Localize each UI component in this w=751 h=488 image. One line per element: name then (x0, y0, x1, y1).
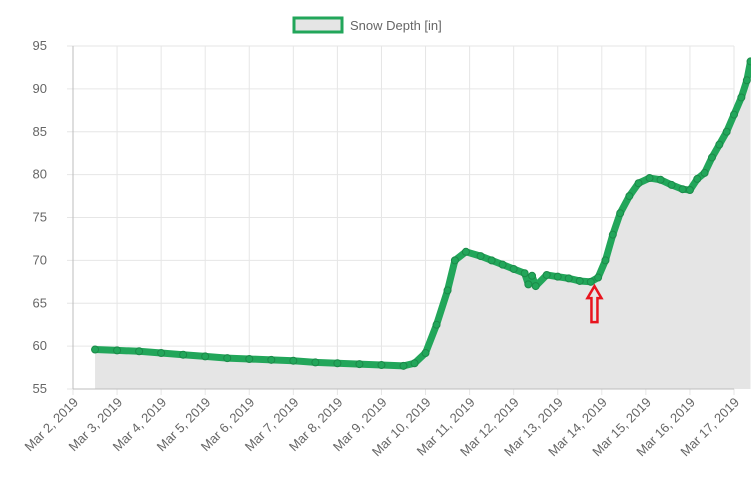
data-point[interactable] (707, 153, 716, 162)
data-point[interactable] (223, 354, 232, 363)
legend-label: Snow Depth [in] (350, 18, 442, 33)
data-point[interactable] (542, 270, 551, 279)
data-point[interactable] (201, 352, 210, 361)
data-point[interactable] (245, 354, 254, 363)
data-point[interactable] (157, 348, 166, 357)
data-point[interactable] (645, 174, 654, 183)
data-point[interactable] (667, 180, 676, 189)
data-point[interactable] (531, 282, 540, 291)
y-tick-label: 80 (33, 167, 47, 182)
data-point[interactable] (520, 269, 529, 278)
legend-swatch[interactable] (292, 16, 344, 34)
data-point[interactable] (693, 174, 702, 183)
data-point[interactable] (311, 358, 320, 367)
y-tick-label: 65 (33, 295, 47, 310)
data-point[interactable] (742, 76, 751, 85)
y-tick-label: 95 (33, 38, 47, 53)
data-point[interactable] (730, 110, 738, 119)
data-point[interactable] (746, 57, 751, 66)
data-point[interactable] (498, 260, 507, 269)
data-point[interactable] (179, 350, 188, 359)
data-point[interactable] (289, 356, 298, 365)
data-point[interactable] (634, 179, 643, 188)
data-point[interactable] (432, 320, 441, 329)
data-point[interactable] (616, 209, 625, 218)
data-point[interactable] (333, 359, 342, 368)
y-tick-label: 75 (33, 210, 47, 225)
data-point[interactable] (509, 264, 518, 273)
data-point[interactable] (625, 192, 634, 201)
data-point[interactable] (421, 348, 430, 357)
y-tick-label: 60 (33, 338, 47, 353)
data-point[interactable] (656, 175, 665, 184)
data-point[interactable] (410, 359, 419, 368)
annotation-arrow-up-icon (585, 283, 604, 324)
data-point[interactable] (113, 346, 122, 355)
data-point[interactable] (487, 256, 496, 265)
annotation (585, 283, 604, 324)
data-point[interactable] (377, 360, 386, 369)
data-point[interactable] (715, 140, 724, 149)
data-point[interactable] (528, 271, 537, 280)
y-tick-label: 55 (33, 381, 47, 396)
data-point[interactable] (461, 247, 470, 256)
data-point[interactable] (678, 185, 687, 194)
data-point[interactable] (476, 252, 485, 261)
data-point[interactable] (399, 361, 408, 370)
data-point[interactable] (450, 256, 459, 265)
series-points (91, 57, 751, 370)
data-point[interactable] (575, 276, 584, 285)
y-tick-label: 90 (33, 81, 47, 96)
data-point[interactable] (700, 168, 709, 177)
series-area-fill (95, 61, 751, 390)
data-point[interactable] (601, 256, 610, 265)
series-area (95, 61, 751, 390)
data-point[interactable] (553, 272, 562, 281)
data-point[interactable] (564, 274, 573, 283)
y-tick-label: 85 (33, 124, 47, 139)
y-tick-label: 70 (33, 252, 47, 267)
data-point[interactable] (443, 286, 452, 295)
data-point[interactable] (722, 127, 731, 136)
legend[interactable]: Snow Depth [in] (292, 16, 442, 34)
data-point[interactable] (524, 280, 533, 289)
data-point[interactable] (355, 360, 364, 369)
data-point[interactable] (91, 345, 100, 354)
data-point[interactable] (737, 93, 746, 102)
data-point[interactable] (586, 277, 595, 286)
data-point[interactable] (267, 355, 276, 364)
data-point[interactable] (608, 230, 617, 239)
data-point[interactable] (135, 347, 144, 356)
data-point[interactable] (685, 186, 694, 195)
data-point[interactable] (594, 273, 603, 282)
